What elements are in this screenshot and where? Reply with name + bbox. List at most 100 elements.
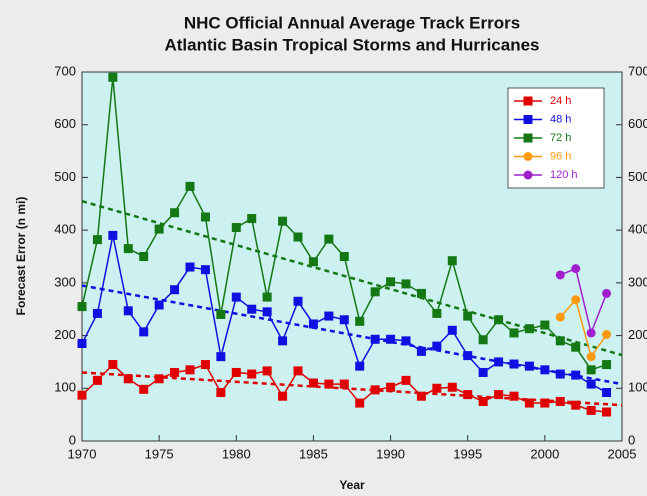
data-point <box>386 382 396 392</box>
data-point <box>247 304 257 314</box>
data-point <box>247 369 257 379</box>
data-point <box>170 285 180 295</box>
data-point <box>494 357 504 367</box>
data-point <box>571 295 581 305</box>
data-point <box>463 311 473 321</box>
data-point <box>216 309 226 319</box>
data-point <box>401 375 411 385</box>
data-point <box>386 277 396 287</box>
data-point <box>123 244 133 254</box>
legend-marker <box>523 170 533 180</box>
x-tick-label: 2005 <box>608 446 637 461</box>
data-point <box>154 374 164 384</box>
series-line <box>559 298 608 359</box>
data-point <box>92 375 102 385</box>
y2-tick-label: 600 <box>628 116 647 131</box>
data-point <box>370 334 380 344</box>
legend-label: 96 h <box>550 150 571 162</box>
data-point <box>571 400 581 410</box>
x-axis-label: Year <box>339 478 365 492</box>
data-point <box>509 391 519 401</box>
data-point <box>324 379 334 389</box>
legend-marker <box>523 96 533 106</box>
data-point <box>416 288 426 298</box>
data-point <box>339 252 349 261</box>
data-point <box>555 312 565 322</box>
data-point <box>278 391 288 401</box>
y-tick-label: 300 <box>54 274 76 289</box>
data-point <box>463 390 473 400</box>
data-point <box>509 328 519 338</box>
x-tick-label: 1995 <box>453 446 482 461</box>
data-point <box>262 366 272 376</box>
chart-title: NHC Official Annual Average Track Errors <box>184 13 520 32</box>
legend-marker <box>523 133 533 143</box>
legend-label: 48 h <box>550 113 571 125</box>
data-point <box>478 367 488 377</box>
data-point <box>602 330 612 340</box>
series-line <box>560 267 608 336</box>
data-point <box>77 338 87 348</box>
data-point <box>447 382 457 392</box>
data-point <box>416 346 426 356</box>
data-point <box>586 328 596 338</box>
data-point <box>586 379 596 389</box>
y2-tick-label: 300 <box>628 274 647 289</box>
data-point <box>308 319 318 329</box>
data-point <box>293 366 303 376</box>
y-axis-label: Forecast Error (n mi) <box>14 197 28 316</box>
x-tick-label: 1990 <box>376 446 405 461</box>
legend-label: 72 h <box>550 132 571 144</box>
data-point <box>432 341 442 351</box>
data-point <box>154 300 164 310</box>
y2-tick-label: 100 <box>628 380 647 395</box>
y2-tick-label: 700 <box>628 63 647 78</box>
data-point <box>416 391 426 401</box>
y-tick-label: 500 <box>54 169 76 184</box>
data-point <box>494 390 504 400</box>
y2-tick-label: 400 <box>628 222 647 237</box>
data-point <box>139 327 149 337</box>
data-point <box>123 306 133 316</box>
trend-line <box>81 199 623 357</box>
y-tick-label: 600 <box>54 116 76 131</box>
data-point <box>231 367 241 377</box>
x-tick-label: 2000 <box>530 446 559 461</box>
data-point <box>524 324 534 334</box>
data-point <box>524 361 534 371</box>
data-point <box>262 292 272 302</box>
data-point <box>170 367 180 377</box>
legend-marker <box>523 152 533 161</box>
data-point <box>324 311 334 321</box>
data-point <box>447 325 457 335</box>
data-point <box>247 214 257 224</box>
data-point <box>355 398 365 408</box>
data-point <box>200 360 210 370</box>
trend-line <box>81 284 623 386</box>
data-point <box>185 262 195 272</box>
data-point <box>555 369 565 379</box>
data-point <box>216 352 226 362</box>
data-point <box>77 302 87 312</box>
data-point <box>139 384 149 394</box>
y2-tick-label: 500 <box>628 169 647 184</box>
data-point <box>478 396 488 406</box>
data-point <box>540 365 550 375</box>
data-point <box>555 336 565 346</box>
y-tick-label: 0 <box>69 432 76 447</box>
data-point <box>355 361 365 371</box>
y-tick-label: 400 <box>54 222 76 237</box>
x-tick-label: 1980 <box>222 446 251 461</box>
data-point <box>339 379 349 389</box>
data-point <box>463 351 473 361</box>
data-point <box>170 208 180 218</box>
x-tick-label: 1970 <box>68 446 97 461</box>
data-point <box>92 235 102 245</box>
data-point <box>139 252 149 261</box>
y-tick-label: 200 <box>54 327 76 342</box>
data-point <box>540 398 550 408</box>
data-point <box>571 342 581 352</box>
data-point <box>447 256 457 266</box>
